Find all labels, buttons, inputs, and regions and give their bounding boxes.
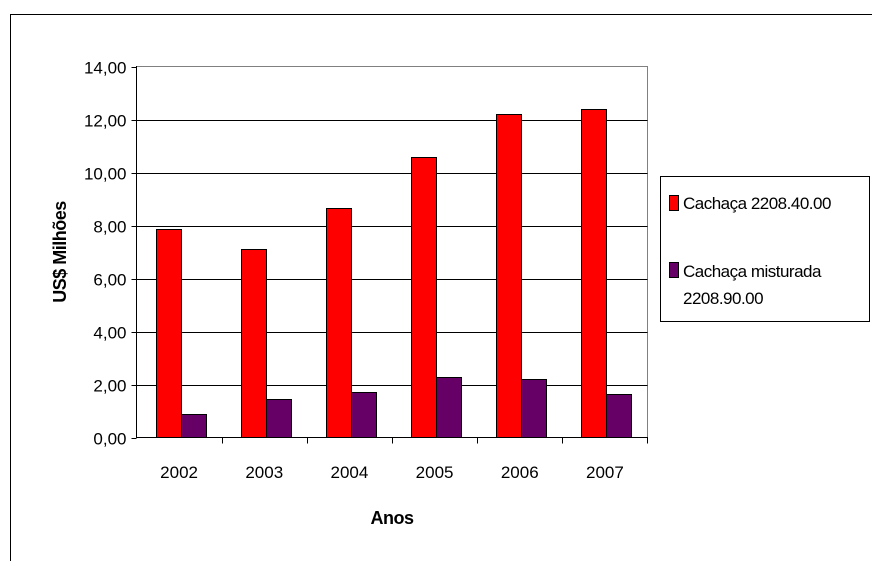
- y-ticks: 0,00 2,00 4,00 6,00 8,00 10,00 12,00 14,00: [84, 59, 137, 449]
- x-axis-title: Anos: [371, 508, 414, 528]
- bar-2007-cachaca: [582, 110, 607, 438]
- legend-label-cachaca: Cachaça 2208.40.00: [683, 194, 831, 213]
- bar-2005-cachaca: [412, 158, 437, 438]
- legend-label-line-2: 2208.90.00: [683, 289, 763, 308]
- x-tick-label: 2005: [416, 463, 454, 482]
- y-tick-label: 0,00: [93, 430, 126, 449]
- y-tick-label: 8,00: [93, 218, 126, 237]
- bar-2004-cachaca-misturada: [352, 393, 377, 438]
- y-tick-label: 12,00: [84, 112, 127, 131]
- bar-2006-cachaca: [497, 115, 522, 438]
- bar-2007-cachaca-misturada: [607, 395, 632, 438]
- bar-2004-cachaca: [327, 209, 352, 438]
- x-ticks: 2002 2003 2004 2005 2006 2007: [160, 438, 647, 483]
- y-tick-label: 4,00: [93, 324, 126, 343]
- y-tick-label: 2,00: [93, 377, 126, 396]
- legend-label-line-1: Cachaça misturada: [683, 262, 822, 281]
- bar-2002-cachaca: [157, 230, 182, 438]
- bar-2006-cachaca-misturada: [522, 380, 547, 438]
- bar-2003-cachaca: [242, 250, 267, 438]
- y-tick-label: 6,00: [93, 271, 126, 290]
- x-tick-label: 2004: [331, 463, 369, 482]
- x-tick-label: 2007: [586, 463, 624, 482]
- legend-swatch-cachaca: [670, 196, 679, 211]
- bar-2002-cachaca-misturada: [182, 415, 207, 438]
- plot-area: [137, 67, 648, 438]
- y-axis-title: US$ Milhões: [50, 201, 70, 303]
- legend-swatch-cachaca-misturada: [670, 263, 679, 278]
- y-tick-label: 14,00: [84, 59, 127, 78]
- legend: Cachaça 2208.40.00 Cachaça misturada 220…: [661, 177, 870, 322]
- y-tick-label: 10,00: [84, 165, 127, 184]
- bar-2003-cachaca-misturada: [267, 400, 292, 438]
- x-tick-label: 2006: [501, 463, 539, 482]
- x-tick-label: 2003: [245, 463, 283, 482]
- x-tick-label: 2002: [160, 463, 198, 482]
- bar-2005-cachaca-misturada: [437, 378, 462, 438]
